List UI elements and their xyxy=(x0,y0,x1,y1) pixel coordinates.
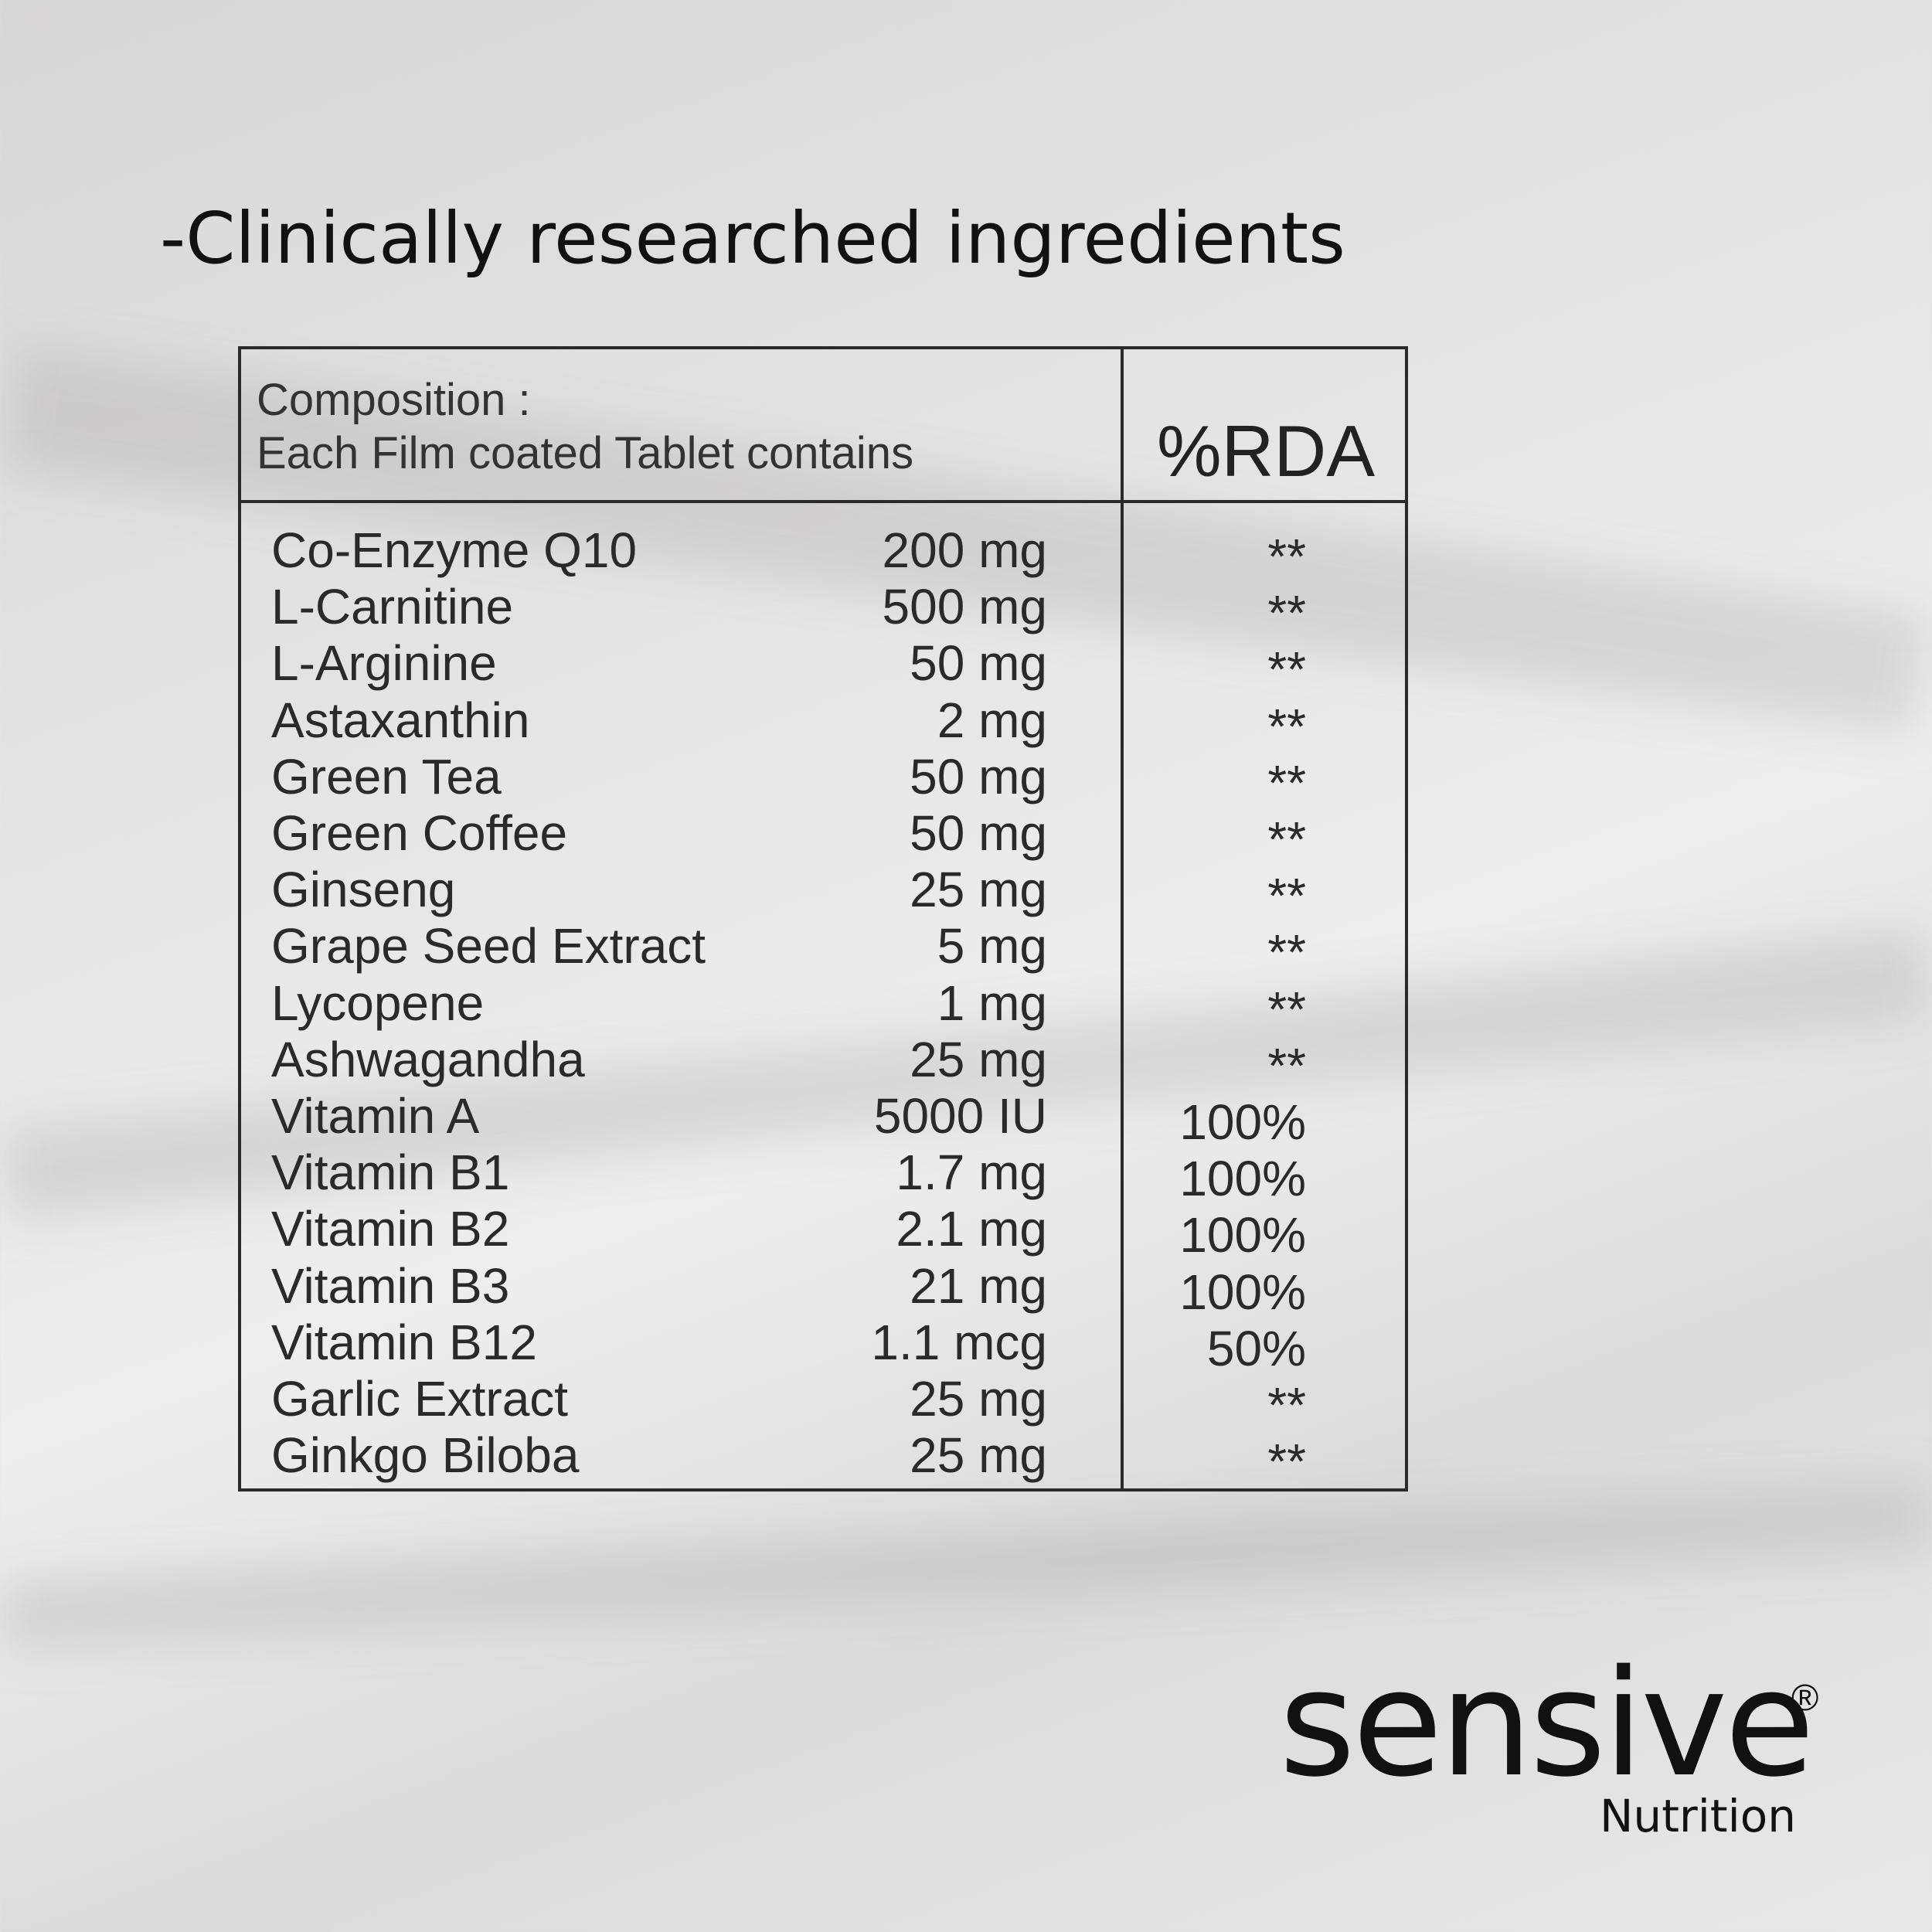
amount: 5 mg xyxy=(937,918,1047,975)
ingredient: Astaxanthin xyxy=(271,692,530,748)
amount: 2 mg xyxy=(937,692,1047,748)
column-divider xyxy=(1121,346,1124,1492)
shadow xyxy=(0,1479,1932,1651)
rda-value: 100% xyxy=(1179,1207,1306,1264)
ingredient: Vitamin B1 xyxy=(271,1145,510,1201)
amount: 5000 IU xyxy=(873,1088,1047,1144)
ingredient: Vitamin B12 xyxy=(271,1314,537,1370)
amount: 50 mg xyxy=(910,748,1047,804)
table-border xyxy=(238,346,1408,1492)
amount: 25 mg xyxy=(910,1031,1047,1087)
amount: 1.7 mg xyxy=(896,1145,1047,1201)
ingredient: L-Carnitine xyxy=(271,579,514,635)
amount: 25 mg xyxy=(910,862,1047,918)
heading: -Clinically researched ingredients xyxy=(160,197,1345,280)
rda-header: %RDA xyxy=(1156,410,1376,492)
ingredient: Grape Seed Extract xyxy=(271,918,706,975)
header-line: Composition : xyxy=(257,375,531,425)
rda-value: 100% xyxy=(1179,1094,1306,1150)
ingredient: Green Coffee xyxy=(271,805,568,861)
ingredient: Garlic Extract xyxy=(271,1371,569,1427)
ingredient: Ginkgo Biloba xyxy=(271,1427,580,1484)
rda-value: ** xyxy=(1267,529,1306,584)
rda-value: ** xyxy=(1267,868,1306,924)
header-line: Each Film coated Tablet contains xyxy=(257,428,914,478)
rda-value: ** xyxy=(1267,1377,1306,1433)
rda-value: 100% xyxy=(1179,1264,1306,1320)
amount: 200 mg xyxy=(882,522,1047,578)
ingredient: Lycopene xyxy=(271,975,485,1031)
amount: 21 mg xyxy=(910,1257,1047,1314)
ingredient: Vitamin B3 xyxy=(271,1257,510,1314)
rda-value: ** xyxy=(1267,811,1306,867)
rda-value: ** xyxy=(1267,1434,1306,1490)
ingredient: Co-Enzyme Q10 xyxy=(271,522,638,578)
ingredient: Ashwagandha xyxy=(271,1031,585,1087)
rda-value: 50% xyxy=(1206,1320,1306,1376)
ingredient: Vitamin A xyxy=(271,1088,480,1144)
amount: 1 mg xyxy=(937,975,1047,1031)
amount: 25 mg xyxy=(910,1371,1047,1427)
rda-value: ** xyxy=(1267,698,1306,754)
brand-name: sensive xyxy=(1279,1638,1815,1809)
amount: 25 mg xyxy=(910,1427,1047,1484)
rda-value: ** xyxy=(1267,924,1306,981)
registered-mark: ® xyxy=(1791,1678,1819,1719)
amount: 50 mg xyxy=(910,635,1047,692)
header-divider xyxy=(238,500,1408,503)
brand-sub: Nutrition xyxy=(1600,1790,1796,1842)
rda-value: ** xyxy=(1267,754,1306,811)
rda-value: ** xyxy=(1267,585,1306,641)
rda-value: 100% xyxy=(1179,1151,1306,1207)
ingredient: Ginseng xyxy=(271,862,456,918)
ingredient: Green Tea xyxy=(271,748,502,804)
ingredient: Vitamin B2 xyxy=(271,1201,510,1257)
rda-value: ** xyxy=(1267,981,1306,1037)
amount: 1.1 mcg xyxy=(871,1314,1047,1370)
rda-value: ** xyxy=(1267,641,1306,698)
amount: 2.1 mg xyxy=(896,1201,1047,1257)
ingredient: L-Arginine xyxy=(271,635,497,692)
rda-value: ** xyxy=(1267,1037,1306,1094)
amount: 50 mg xyxy=(910,805,1047,861)
amount: 500 mg xyxy=(882,579,1047,635)
